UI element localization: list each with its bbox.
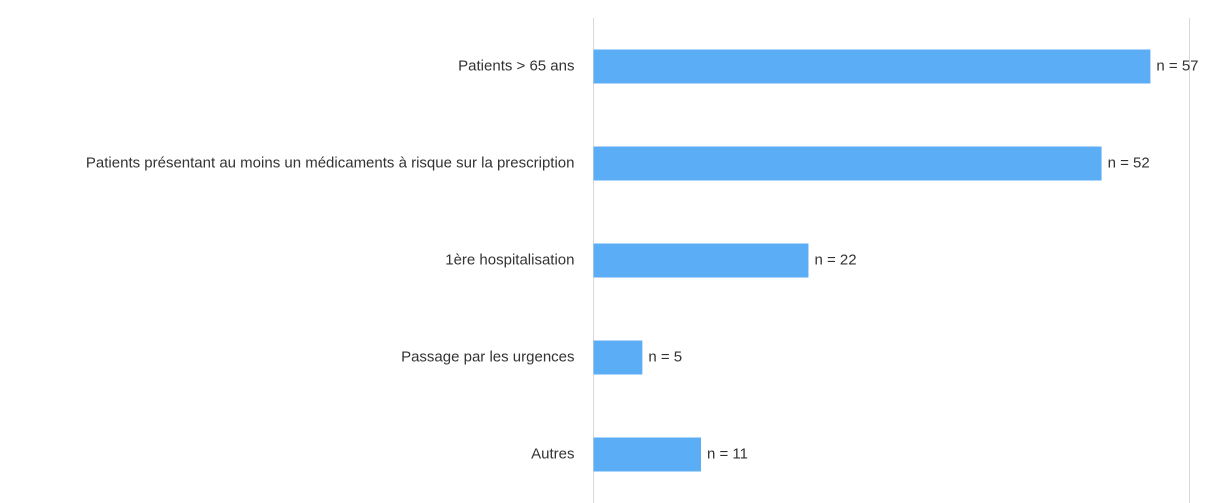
data-label: n = 57 xyxy=(1156,57,1198,74)
data-label: n = 11 xyxy=(707,445,748,462)
bar xyxy=(593,243,809,278)
y-tick-label: Patients > 65 ans xyxy=(458,57,574,74)
bar xyxy=(593,146,1102,181)
bar xyxy=(593,340,643,375)
data-label: n = 22 xyxy=(814,251,856,268)
data-label: n = 52 xyxy=(1108,154,1150,171)
bar xyxy=(593,437,701,472)
bar xyxy=(593,49,1151,84)
y-tick-label: Passage par les urgences xyxy=(401,348,574,365)
y-tick-label: Autres xyxy=(531,445,574,462)
data-label: n = 5 xyxy=(648,348,682,365)
y-tick-label: 1ère hospitalisation xyxy=(445,251,574,268)
y-tick-label: Patients présentant au moins un médicame… xyxy=(86,154,575,171)
